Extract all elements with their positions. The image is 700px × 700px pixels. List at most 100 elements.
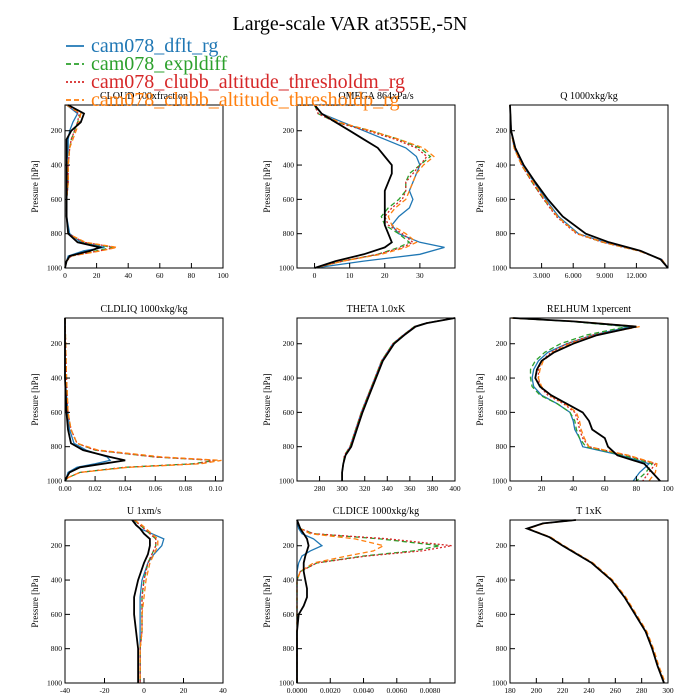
y-tick-label: 800 [51,442,63,451]
x-tick-label: 380 [427,484,439,493]
panel-6: 200 400 600 800 1000-40 -20 0 20 40 U 1xm/s Pressu… [30,506,227,695]
x-tick-label: 9.000 [596,271,613,280]
y-tick-label: 1000 [47,679,62,688]
x-tick-label: 360 [404,484,416,493]
panel-title: CLOUD 100xfraction [100,91,188,102]
legend-label: cam078_clubb_altitude_thresholdp_rg [91,89,399,111]
y-tick-label: 600 [51,408,63,417]
series-line-cam078_clubb_altitude_thresholdp_rg [511,317,658,482]
x-tick-label: 40 [124,271,132,280]
panel-title: T 1xK [576,506,602,517]
series-line-cam078_clubb_altitude_thresholdm_rg [525,519,665,684]
series-line-obs [341,317,456,481]
panel-title: U 1xm/s [127,506,161,517]
x-tick-label: 180 [504,686,516,695]
x-tick-label: 40 [569,484,577,493]
y-tick-label: 600 [51,195,63,204]
x-tick-label: 320 [359,484,371,493]
series-line-cam078_clubb_altitude_thresholdp_rg [133,519,159,683]
y-tick-label: 600 [51,610,63,619]
y-tick-label: 1000 [492,264,507,273]
x-tick-label: 10 [346,271,354,280]
x-tick-label: 0 [63,271,67,280]
series-line-cam078_clubb_altitude_thresholdp_rg [314,104,435,269]
y-tick-label: 400 [283,374,295,383]
series-line-cam078_clubb_altitude_thresholdp_rg [509,104,669,269]
plot-frame [64,519,224,684]
panel-1: 200 400 600 800 1000 0 10 20 30 OMEGA 864xPa/s Pre… [262,91,456,280]
x-tick-label: 20 [538,484,546,493]
x-tick-label: 0.04 [119,484,132,493]
y-tick-label: 800 [496,229,508,238]
series-line-obs [313,104,393,269]
series-line-cam078_dflt_rg [64,318,112,482]
legend-label: cam078_clubb_altitude_thresholdm_rg [91,71,405,93]
y-axis-label: Pressure [hPa] [30,373,40,425]
series-line-obs [513,317,661,482]
y-tick-label: 200 [496,339,508,348]
plot-frame [509,519,669,684]
series-line-cam078_clubb_altitude_thresholdm_rg [313,104,428,269]
y-tick-label: 400 [283,161,295,170]
series-line-cam078_dflt_rg [511,317,651,482]
y-tick-label: 600 [496,195,508,204]
x-tick-label: 0.0000 [287,686,308,695]
y-tick-label: 200 [51,339,63,348]
series-line-cam078_clubb_altitude_thresholdm_rg [64,317,216,482]
y-axis-label: Pressure [hPa] [30,160,40,212]
legend-label: cam078_expldiff [91,53,228,75]
x-tick-label: -40 [60,686,70,695]
x-tick-label: 0.0040 [353,686,374,695]
x-tick-label: 80 [633,484,641,493]
y-tick-label: 400 [51,161,63,170]
series-line-cam078_clubb_altitude_thresholdp_rg [526,519,667,684]
x-tick-label: 100 [217,271,229,280]
series-line-cam078_clubb_altitude_thresholdm_rg [296,519,452,683]
series-line-cam078_clubb_altitude_thresholdp_rg [296,519,386,683]
x-tick-label: 3.000 [533,271,550,280]
y-tick-label: 200 [51,541,63,550]
x-tick-label: 0.0060 [386,686,407,695]
x-tick-label: 0.0020 [320,686,341,695]
y-tick-label: 600 [283,195,295,204]
x-tick-label: 40 [219,686,227,695]
plot-frame [296,519,456,684]
series-line-cam078_expldiff [341,317,456,481]
y-tick-label: 200 [283,541,295,550]
x-tick-label: 400 [449,484,461,493]
y-tick-label: 600 [283,610,295,619]
plot-frame [296,104,456,269]
legend-label: cam078_dflt_rg [91,35,218,57]
y-tick-label: 1000 [279,477,294,486]
y-tick-label: 400 [496,161,508,170]
series-line-cam078_expldiff [511,317,654,482]
y-tick-label: 800 [283,229,295,238]
panel-title: RELHUM 1xpercent [547,304,631,315]
y-tick-label: 1000 [492,477,507,486]
x-tick-label: 300 [337,484,349,493]
panel-2: 200 400 600 800 1000 3.000 6.000 9.000 12.000 Q 1… [475,91,669,280]
series-line-cam078_dflt_rg [341,317,456,481]
y-axis-label: Pressure [hPa] [475,373,485,425]
y-tick-label: 1000 [492,679,507,688]
y-tick-label: 400 [496,576,508,585]
y-tick-label: 200 [496,541,508,550]
x-tick-label: 220 [557,686,569,695]
y-tick-label: 600 [283,408,295,417]
x-tick-label: 260 [610,686,622,695]
x-tick-label: 0.06 [149,484,162,493]
series-line-obs [296,519,310,683]
y-tick-label: 800 [283,442,295,451]
x-tick-label: 0.0080 [420,686,441,695]
y-tick-label: 800 [283,644,295,653]
x-tick-label: 30 [416,271,424,280]
series-line-cam078_expldiff [64,317,216,482]
x-tick-label: 0 [313,271,317,280]
y-tick-label: 400 [283,576,295,585]
series-line-cam078_clubb_altitude_thresholdp_rg [341,317,456,481]
panel-title: CLDLIQ 1000xkg/kg [101,304,188,315]
